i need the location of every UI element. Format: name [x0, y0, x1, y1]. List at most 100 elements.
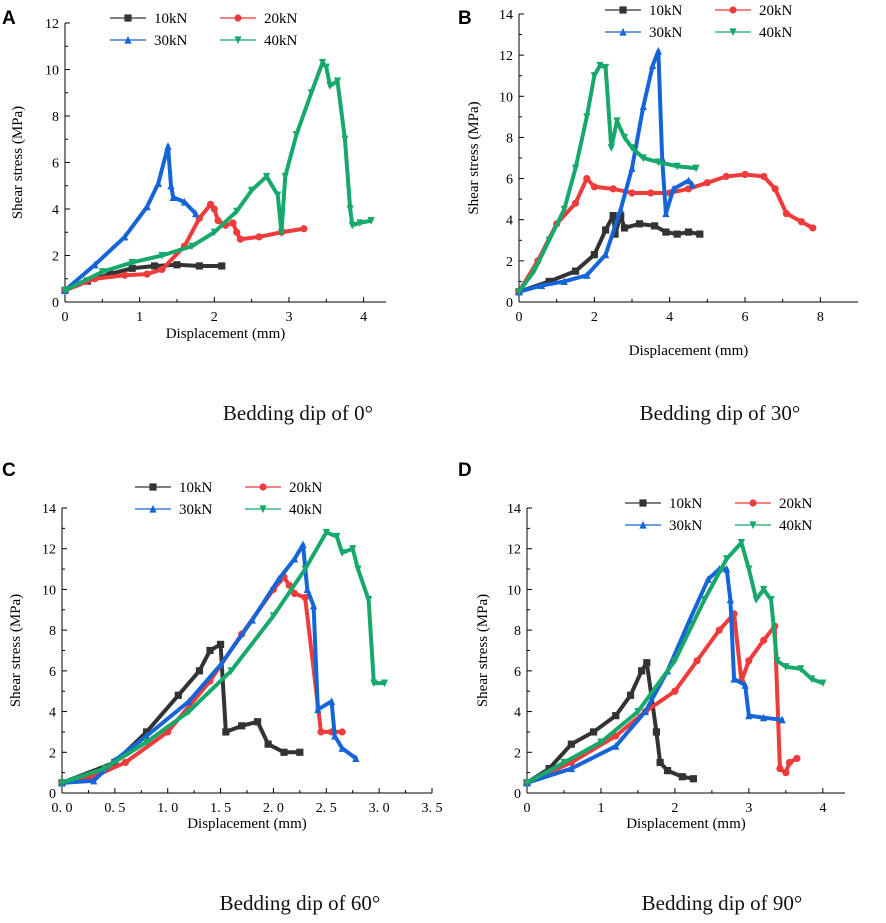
data-point — [760, 636, 768, 644]
panel-c-letter: C — [2, 460, 16, 481]
data-point — [686, 615, 694, 624]
data-point — [617, 205, 625, 214]
legend-label: 20kN — [779, 496, 813, 512]
data-point — [222, 728, 230, 736]
data-point — [158, 265, 166, 274]
legend-label: 20kN — [289, 480, 323, 496]
data-point — [233, 228, 241, 236]
data-point — [560, 205, 568, 214]
data-point — [364, 596, 373, 604]
data-point — [277, 228, 286, 237]
data-point — [248, 186, 256, 195]
data-point — [656, 758, 664, 767]
data-point — [545, 236, 553, 245]
x-tick-label: 0. 5 — [104, 801, 125, 816]
data-point — [760, 172, 768, 181]
x-tick-label: 0 — [516, 310, 523, 325]
data-point — [121, 232, 129, 241]
data-point — [331, 731, 339, 740]
data-point — [639, 102, 647, 111]
data-point — [567, 764, 575, 773]
legend-label: 30kN — [649, 25, 683, 41]
data-point — [776, 764, 784, 773]
legend-marker — [619, 27, 627, 36]
x-tick-label: 2 — [591, 310, 598, 325]
data-point — [589, 728, 598, 736]
data-point — [253, 718, 262, 726]
data-point — [771, 185, 779, 193]
y-tick-label: 14 — [507, 502, 521, 517]
legend-marker — [149, 483, 157, 491]
panel-d-letter: D — [458, 460, 472, 481]
panel-c: C 0 2 4 6 8 10 12 14 0. 0 0. 5 1. 0 1. 5 2. 0 2. 5 3. … — [2, 460, 443, 915]
data-point — [596, 61, 604, 70]
x-tick-label: 2. 5 — [316, 801, 337, 816]
x-tick-label: 4 — [666, 310, 673, 325]
legend-marker — [749, 521, 757, 530]
data-point — [560, 758, 568, 767]
data-point — [154, 179, 162, 188]
data-point — [173, 261, 181, 269]
data-point — [206, 646, 214, 655]
x-axis-title: Displacement (mm) — [166, 326, 286, 342]
data-point — [609, 185, 617, 193]
data-point — [210, 228, 218, 237]
data-point — [715, 626, 723, 634]
x-tick-label: 0 — [62, 310, 69, 325]
data-point — [327, 697, 336, 705]
data-point — [281, 172, 289, 181]
y-tick-label: 12 — [507, 543, 521, 558]
panel-c-plot: 0 2 4 6 8 10 12 14 0. 0 0. 5 1. 0 1. 5 2. 0 2. 5 3. 0 3… — [8, 480, 443, 832]
data-point — [233, 207, 241, 216]
data-point — [654, 158, 662, 167]
y-tick-label: 2 — [52, 250, 59, 265]
data-point — [641, 707, 649, 716]
x-tick-label: 3 — [745, 801, 752, 816]
legend-marker — [234, 14, 242, 22]
y-tick-label: 10 — [42, 583, 56, 598]
x-tick-label: 8 — [817, 310, 824, 325]
y-axis-title: Shear stress (MPa) — [10, 106, 26, 219]
series-line-30kn — [63, 144, 198, 293]
data-point — [571, 164, 580, 173]
data-point — [760, 713, 768, 722]
data-point — [292, 131, 301, 139]
data-point — [530, 267, 538, 276]
data-point — [318, 58, 327, 67]
data-point — [352, 754, 360, 762]
data-point — [280, 748, 288, 756]
data-point — [185, 707, 193, 716]
legend-marker — [259, 505, 267, 514]
data-point — [216, 640, 225, 648]
legend-label: 30kN — [154, 33, 188, 49]
data-point — [567, 740, 575, 748]
x-tick-label: 3. 5 — [422, 801, 443, 816]
data-point — [782, 769, 790, 777]
data-point — [773, 657, 781, 665]
data-point — [192, 209, 200, 218]
x-tick-label: 6 — [742, 310, 749, 325]
data-point — [785, 758, 794, 767]
x-axis-title: Displacement (mm) — [626, 816, 746, 832]
data-point — [760, 585, 768, 594]
data-point — [264, 740, 272, 748]
data-point — [90, 776, 98, 785]
data-point — [301, 565, 309, 574]
y-tick-label: 6 — [49, 665, 56, 680]
data-point — [809, 224, 817, 232]
data-point — [301, 593, 309, 602]
data-point — [229, 219, 237, 227]
data-point — [583, 271, 591, 279]
y-tick-label: 10 — [499, 90, 513, 105]
y-tick-label: 10 — [507, 583, 521, 598]
x-tick-label: 3 — [285, 310, 292, 325]
x-tick-label: 1 — [136, 310, 143, 325]
y-tick-label: 4 — [506, 214, 513, 229]
legend-label: 20kN — [264, 11, 298, 27]
data-point — [299, 540, 307, 549]
data-point — [180, 197, 189, 206]
legend: 10kN 20kN 30kN 40kN — [135, 480, 323, 518]
